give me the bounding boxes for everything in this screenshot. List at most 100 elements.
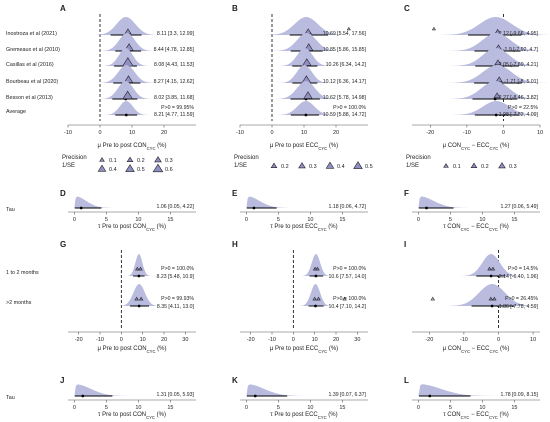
tau-point-estimate	[81, 395, 84, 398]
x-tick-label: 0	[73, 217, 76, 223]
x-axis-label-part: τ Pre to post ECC	[270, 224, 318, 230]
x-tick-label: 5	[105, 217, 108, 223]
x-axis-label-subscript: CYC	[461, 227, 470, 232]
x-axis-label: τ CONCYC − ECCCYC (%)	[443, 412, 509, 420]
legend-marker	[271, 163, 277, 167]
tau-panel-F: F1.27 [0.06, 5.49]0 5 10 15τ CONCYC − ECCCY…	[404, 189, 540, 232]
x-axis-label-part: μ CON	[443, 346, 461, 352]
subgroup-panel-I: I P>0 = 14.5% -2.14 [-6.40, 1.96] P>0 = 26.…	[404, 240, 550, 354]
study-row-label: Besson et al (2013)	[6, 95, 53, 101]
x-axis-label-subscript: CYC	[318, 349, 327, 354]
legend-marker	[100, 158, 105, 162]
legend-title: Precision	[406, 155, 431, 161]
x-tick-label: 10	[135, 405, 141, 411]
legend-entry: 0.5	[137, 167, 145, 173]
x-tick-label: 30	[354, 337, 360, 343]
study-row-label: Gremeaux et al (2010)	[6, 47, 60, 53]
x-axis-label-part: τ CON	[443, 412, 460, 418]
x-axis-label-part: (%)	[498, 412, 509, 418]
x-axis-label: τ Pre to post CONCYC (%)	[98, 224, 166, 232]
x-tick-label: 15	[167, 217, 173, 223]
outlier-marker	[432, 28, 435, 30]
tau-point-estimate	[428, 395, 431, 398]
legend-marker	[499, 163, 506, 168]
x-tick-label: 10	[312, 337, 318, 343]
x-axis-label-part: μ CON	[443, 143, 461, 149]
x-axis-label-part: (%)	[327, 224, 338, 230]
tau-panel-D: D1.06 [0.05, 4.22]0 5 10 15τ Pre to post CO…	[60, 189, 196, 232]
estimate-label: -1.71 [-8, 5.01]	[504, 79, 538, 85]
x-axis-label-part: τ Pre to post CON	[98, 224, 146, 230]
x-tick-label: 15	[511, 405, 517, 411]
x-axis-label-part: − ECC	[470, 346, 490, 352]
panel-letter: J	[60, 376, 64, 385]
point-estimate	[490, 275, 493, 278]
tau-point-estimate	[80, 207, 83, 210]
x-tick-label: 10	[479, 405, 485, 411]
legend-entry: 0.1	[453, 164, 461, 170]
subgroup-estimate-label: -2.14 [-6.40, 1.96]	[497, 274, 539, 280]
x-tick-label: 10	[537, 130, 543, 136]
x-axis-label-part: (%)	[498, 224, 509, 230]
x-tick-label: 10	[129, 130, 135, 136]
x-axis-label-subscript: CYC	[146, 227, 155, 232]
x-tick-label: 30	[182, 337, 188, 343]
probability-label: P>0 = 22.5%	[508, 105, 538, 111]
x-tick-label: 0	[73, 405, 76, 411]
legend-entry: 0.3	[509, 164, 517, 170]
precision-legend: Precision1/SE 0.1 0.2 0.3	[406, 155, 517, 170]
probability-label: P>0 = 99.95%	[161, 105, 194, 111]
tau-panel-E: E1.18 [0.06, 4.72]0 5 10 15τ Pre to post EC…	[232, 189, 368, 232]
x-tick-label: 20	[161, 130, 167, 136]
x-tick-label: 0	[417, 217, 420, 223]
x-axis-label-subscript: CYC	[461, 415, 470, 420]
tau-estimate-label: 1.39 [0.07, 6.37]	[329, 392, 367, 398]
tau-estimate-label: 1.18 [0.06, 4.72]	[329, 204, 367, 210]
x-tick-label: 0	[98, 130, 101, 136]
x-axis-label-part: (%)	[155, 346, 166, 352]
x-tick-label: -10	[463, 130, 471, 136]
legend-entry: 0.2	[137, 158, 145, 164]
x-tick-label: 0	[270, 130, 273, 136]
point-estimate	[491, 305, 494, 308]
tau-posterior-density	[246, 197, 312, 208]
x-tick-label: -10	[236, 130, 244, 136]
estimate-label: 8.44 [4.78, 12.85]	[154, 47, 195, 53]
x-axis-label-part: (%)	[155, 224, 166, 230]
tau-posterior-density	[418, 196, 495, 208]
tau-point-estimate	[253, 207, 256, 210]
panel-letter: K	[232, 376, 238, 385]
legend-entry: 0.1	[109, 158, 117, 164]
x-axis-label-subscript: CYC	[489, 227, 498, 232]
legend-entry: 0.6	[165, 167, 173, 173]
estimate-label: 10.26 [6.34, 14.2]	[326, 62, 367, 68]
x-tick-label: -20	[247, 337, 255, 343]
tau-row-label: Tau	[6, 207, 15, 213]
x-tick-label: 10	[479, 217, 485, 223]
x-tick-label: 0	[497, 337, 500, 343]
forest-panel-C: C-2.12 [-9.66, 4.95]-1.9 [-7.92, 4.7]-2.…	[404, 4, 550, 170]
x-tick-label: 15	[511, 217, 517, 223]
x-axis-label-part: (%)	[155, 412, 166, 418]
x-tick-label: 0	[120, 337, 123, 343]
legend-marker	[444, 164, 449, 168]
estimate-label: 8.02 [3.85, 11.68]	[154, 95, 195, 101]
x-tick-label: 10	[135, 217, 141, 223]
panel-letter: A	[60, 4, 66, 13]
x-tick-label: 5	[449, 217, 452, 223]
x-tick-label: 0	[245, 217, 248, 223]
estimate-label: 10.85 [5.86, 15.85]	[323, 47, 367, 53]
x-axis-label: μ Pre to post CONCYC (%)	[98, 346, 167, 354]
x-axis-label-subscript: CYC	[489, 349, 498, 354]
legend-entry: 0.5	[365, 164, 373, 170]
panel-letter: G	[60, 240, 66, 249]
panel-letter: C	[404, 4, 410, 13]
x-axis-label: μ Pre to post CONCYC (%)	[98, 143, 167, 151]
x-axis-label: μ CONCYC − ECCCYC (%)	[443, 346, 510, 354]
x-tick-label: 15	[339, 217, 345, 223]
forest-panel-A: A8.11 [3.3, 12.99]8.44 [4.78, 12.85]8.08…	[60, 4, 196, 173]
study-row-label: Casillas et al (2016)	[6, 62, 54, 68]
estimate-label: 8.08 [4.43, 11.53]	[154, 62, 195, 68]
x-axis-label-part: − ECC	[470, 143, 490, 149]
subgroup-estimate-label: 8.35 [4.11, 13.0]	[157, 304, 195, 310]
